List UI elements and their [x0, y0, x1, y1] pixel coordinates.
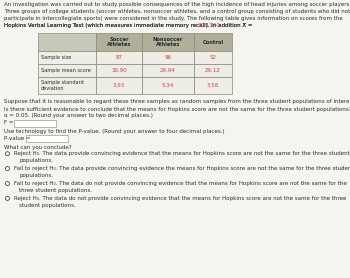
Bar [194, 64, 232, 77]
Text: Three groups of college students (soccer athletes, nonsoccer athletes, and a con: Three groups of college students (soccer… [4, 9, 350, 14]
Text: Reject H₀. The data do not provide convincing evidence that the means for Hopkin: Reject H₀. The data do not provide convi… [14, 196, 346, 201]
Bar [38, 64, 96, 77]
Text: Is there sufficient evidence to conclude that the means for Hopkins score are no: Is there sufficient evidence to conclude… [4, 106, 350, 111]
Text: three student populations.: three student populations. [19, 188, 92, 193]
Text: What can you conclude?: What can you conclude? [4, 145, 72, 150]
Text: Hopkins Verbal Learning Test (which measures immediate memory recall). In additi: Hopkins Verbal Learning Test (which meas… [4, 23, 279, 28]
Text: Sample mean score: Sample mean score [41, 68, 91, 73]
Bar [26, 135, 68, 142]
Text: Hopkins Verbal Learning Test (which measures immediate memory recall). In additi: Hopkins Verbal Learning Test (which meas… [4, 23, 254, 28]
Text: Reject H₀. The data provide convincing evidence that the means for Hopkins score: Reject H₀. The data provide convincing e… [14, 152, 350, 157]
Text: populations.: populations. [19, 173, 53, 178]
Text: populations.: populations. [19, 158, 53, 163]
Bar [142, 33, 194, 51]
Text: 30.1140.: 30.1140. [198, 23, 222, 28]
Text: Soccer
Athletes: Soccer Athletes [107, 37, 131, 48]
Bar [38, 77, 96, 94]
Text: Control: Control [202, 39, 224, 44]
Bar [142, 64, 194, 77]
Text: 3.93: 3.93 [113, 83, 125, 88]
Text: participate in intercollegiate sports) were considered in the study. The followi: participate in intercollegiate sports) w… [4, 16, 343, 21]
Bar [194, 33, 232, 51]
Text: 30.90: 30.90 [111, 68, 127, 73]
Bar [142, 51, 194, 64]
Text: An investigation was carried out to study possible consequences of the high inci: An investigation was carried out to stud… [4, 2, 350, 7]
Text: Fail to reject H₀. The data provide convincing evidence the means for Hopkins sc: Fail to reject H₀. The data provide conv… [14, 167, 350, 172]
Bar [194, 77, 232, 94]
Text: student populations.: student populations. [19, 203, 76, 208]
Bar [38, 33, 96, 51]
Text: Sample standard
deviation: Sample standard deviation [41, 80, 84, 91]
Text: 3.58: 3.58 [207, 83, 219, 88]
Text: 87: 87 [116, 55, 122, 60]
Text: 96: 96 [164, 55, 172, 60]
Text: Nonsoccer
Athletes: Nonsoccer Athletes [153, 37, 183, 48]
Text: 52: 52 [210, 55, 217, 60]
Bar [96, 51, 142, 64]
Bar [14, 120, 56, 126]
Bar [96, 64, 142, 77]
Bar [96, 77, 142, 94]
Text: Suppose that it is reasonable to regard these three samples as random samples fr: Suppose that it is reasonable to regard … [4, 99, 350, 104]
Bar [38, 51, 96, 64]
Bar [142, 77, 194, 94]
Text: α = 0.05. (Round your answer to two decimal places.): α = 0.05. (Round your answer to two deci… [4, 113, 153, 118]
Text: Sample size: Sample size [41, 55, 71, 60]
Text: F =: F = [4, 120, 14, 125]
Text: Fail to reject H₀. The data do not provide convincing evidence that the means fo: Fail to reject H₀. The data do not provi… [14, 181, 347, 186]
Text: 5.34: 5.34 [162, 83, 174, 88]
Text: Hopkins Verbal Learning Test (which measures immediate memory recall). In additi: Hopkins Verbal Learning Test (which meas… [4, 23, 254, 28]
Text: Use technology to find the P-value. (Round your answer to four decimal places.): Use technology to find the P-value. (Rou… [4, 129, 225, 134]
Text: 29.12: 29.12 [205, 68, 221, 73]
Text: P-value =: P-value = [4, 136, 30, 141]
Bar [96, 33, 142, 51]
Text: 29.94: 29.94 [160, 68, 176, 73]
Bar [194, 51, 232, 64]
